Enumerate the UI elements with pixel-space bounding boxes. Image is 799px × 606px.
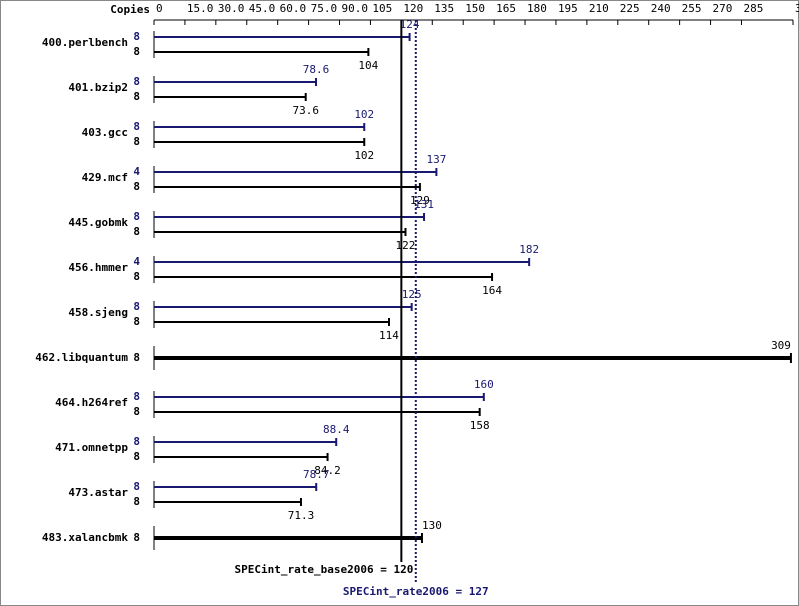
copies: 8 [133,45,140,58]
value-label: 102 [354,108,374,121]
x-tick-label: 240 [651,2,671,15]
x-tick-label: 15.0 [187,2,214,15]
value-label: 104 [358,59,378,72]
copies: 8 [133,531,140,544]
benchmark-label: 401.bzip2 [68,81,128,94]
x-tick-label: 30.0 [218,2,245,15]
benchmark-label: 483.xalancbmk [42,531,128,544]
copies: 8 [133,480,140,493]
x-tick-label: 75.0 [311,2,338,15]
value-label: 131 [414,198,434,211]
x-tick-label: 255 [682,2,702,15]
benchmark-label: 464.h264ref [55,396,128,409]
benchmark-label: 400.perlbench [42,36,128,49]
value-label: 125 [402,288,422,301]
value-label: 309 [771,339,791,352]
benchmark-label: 473.astar [68,486,128,499]
x-tick-label: 150 [465,2,485,15]
copies: 8 [133,135,140,148]
copies: 8 [133,270,140,283]
x-tick-label: 105 [372,2,392,15]
value-label: 124 [400,18,420,31]
x-tick-label: 270 [713,2,733,15]
value-label: 164 [482,284,502,297]
benchmark-label: 471.omnetpp [55,441,128,454]
copies: 8 [133,495,140,508]
copies: 8 [133,225,140,238]
copies: 8 [133,435,140,448]
copies: 8 [133,75,140,88]
value-label: 78.7 [303,468,330,481]
copies: 8 [133,90,140,103]
x-tick-label: 0 [156,2,163,15]
copies: 8 [133,210,140,223]
x-tick-label: 90.0 [342,2,369,15]
copies: 8 [133,315,140,328]
copies: 8 [133,405,140,418]
copies: 8 [133,300,140,313]
value-label: 122 [396,239,416,252]
benchmark-label: 429.mcf [82,171,128,184]
x-tick-label: 285 [743,2,763,15]
x-tick-label: 225 [620,2,640,15]
x-tick-label: 165 [496,2,516,15]
base-summary: SPECint_rate_base2006 = 120 [235,563,414,576]
benchmark-label: 456.hmmer [68,261,128,274]
x-tick-label: 310 [795,2,799,15]
value-label: 88.4 [323,423,350,436]
x-tick-label: 180 [527,2,547,15]
copies: 8 [133,390,140,403]
peak-summary: SPECint_rate2006 = 127 [343,585,489,598]
copies: 8 [133,180,140,193]
axis-title: Copies [110,3,150,16]
value-label: 102 [354,149,374,162]
x-tick-label: 120 [403,2,423,15]
base-bar [154,536,422,540]
copies: 8 [133,30,140,43]
x-tick-label: 195 [558,2,578,15]
copies: 4 [133,255,140,268]
x-tick-label: 210 [589,2,609,15]
value-label: 182 [519,243,539,256]
value-label: 78.6 [303,63,330,76]
value-label: 160 [474,378,494,391]
value-label: 114 [379,329,399,342]
value-label: 158 [470,419,490,432]
value-label: 137 [426,153,446,166]
value-label: 130 [422,519,442,532]
base-bar [154,356,791,360]
benchmark-label: 403.gcc [82,126,128,139]
x-tick-label: 135 [434,2,454,15]
value-label: 73.6 [292,104,319,117]
copies: 8 [133,450,140,463]
benchmark-label: 462.libquantum [35,351,128,364]
benchmark-label: 458.sjeng [68,306,128,319]
copies: 8 [133,351,140,364]
x-tick-label: 45.0 [249,2,275,15]
value-label: 84.2 [314,464,341,477]
copies: 4 [133,165,140,178]
benchmark-label: 445.gobmk [68,216,128,229]
value-label: 71.3 [288,509,315,522]
copies: 8 [133,120,140,133]
x-tick-label: 60.0 [280,2,307,15]
